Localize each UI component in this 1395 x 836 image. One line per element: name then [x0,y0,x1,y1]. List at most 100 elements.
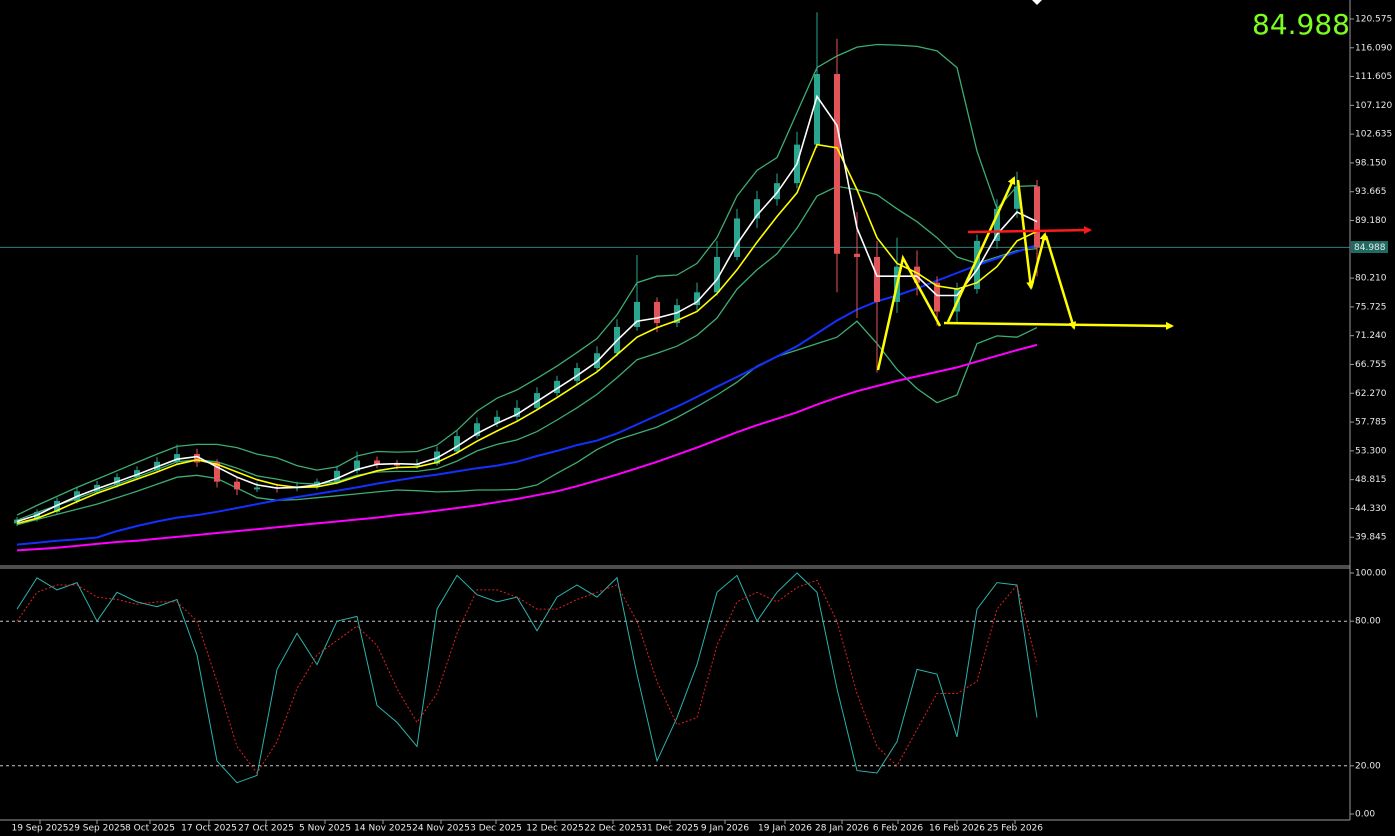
x-tick-label: 19 Jan 2026 [758,824,812,834]
y-tick-label: 89.180 [1355,216,1387,226]
y-tick-label: 48.815 [1355,475,1387,485]
price-tag-label: 84.988 [1354,243,1386,253]
indicator-line [16,320,1038,526]
candle-body [734,218,740,257]
y2-tick-label: 0.00 [1355,810,1375,820]
candle-body [874,256,880,302]
price-big: 84.988 [1252,8,1350,41]
candle-body [374,460,380,465]
indicator-line [16,185,1038,521]
candle-body [494,416,500,424]
annotations [876,176,1174,371]
y-tick-label: 75.725 [1355,302,1387,312]
candle-body [314,481,320,487]
candle-body [994,208,1000,241]
candle-body [154,461,160,471]
candle-body [774,183,780,200]
x-tick-label: 31 Dec 2025 [641,824,699,834]
x-tick-label: 16 Feb 2026 [929,824,985,834]
x-tick-label: 9 Jan 2026 [701,824,749,834]
candle-body [834,74,840,254]
candle-body [54,500,60,512]
y2-tick-label: 80.00 [1355,617,1381,627]
annotation-arrow [1029,232,1048,289]
candle-body [254,487,260,490]
plot-layer [0,12,1350,784]
indicator-line [16,43,1038,516]
y2-tick-label: 20.00 [1355,761,1381,771]
candle-body [694,292,700,306]
y-tick-label: 107.120 [1355,101,1392,111]
candle-body [974,240,980,290]
annotation-arrow [946,176,1016,323]
candle-body [234,481,240,490]
y-tick-label: 111.605 [1355,72,1392,82]
annotation-arrow [967,226,1092,235]
y-tick-label: 62.270 [1355,389,1387,399]
x-tick-label: 5 Nov 2025 [299,824,351,834]
x-tick-label: 8 Oct 2025 [125,824,175,834]
x-tick-label: 14 Nov 2025 [354,824,412,834]
annotation-arrow [1016,179,1035,290]
x-tick-label: 24 Nov 2025 [412,824,470,834]
candle-body [194,454,200,463]
indicator-line [16,343,1038,552]
y-tick-label: 44.330 [1355,504,1387,514]
y-tick-label: 98.150 [1355,158,1387,168]
candle-body [174,454,180,462]
candle-body [634,301,640,327]
candle-body [214,462,220,482]
candle-body [394,464,400,466]
y-tick-label: 71.240 [1355,331,1387,341]
candle-body [934,282,940,312]
y-tick-label: 102.635 [1355,130,1392,140]
x-tick-label: 22 Dec 2025 [584,824,642,834]
candle-body [354,460,360,471]
x-tick-label: 27 Oct 2025 [238,824,294,834]
candle-body [134,470,140,478]
annotation-arrow [943,321,1174,330]
x-tick-label: 3 Dec 2025 [470,824,522,834]
stochastic-line [16,579,1038,774]
indicator-line [16,243,1038,546]
candle-body [454,436,460,452]
x-tick-label: 25 Feb 2026 [987,824,1043,834]
x-tick-label: 29 Sep 2025 [68,824,125,834]
candle-body [914,266,920,283]
y-tick-label: 66.755 [1355,360,1387,370]
candle-body [714,256,720,293]
annotation-arrow [1044,235,1077,330]
y2-tick-label: 100.00 [1355,569,1387,579]
candle-body [554,380,560,394]
moving-average [16,94,1038,523]
stochastic-line [16,572,1038,784]
y-tick-label: 120.575 [1355,14,1392,24]
x-tick-label: 19 Sep 2025 [11,824,68,834]
y-tick-label: 53.300 [1355,446,1387,456]
candle-body [334,470,340,482]
annotation-line [876,254,942,371]
x-tick-label: 6 Feb 2026 [873,824,924,834]
x-tick-label: 28 Jan 2026 [815,824,869,834]
x-tick-label: 12 Dec 2025 [526,824,584,834]
candle-body [754,199,760,219]
price-tag [1351,241,1388,253]
candle-body [1034,186,1040,248]
candle-body [814,74,820,145]
y-tick-label: 93.665 [1355,187,1387,197]
y-tick-label: 57.785 [1355,418,1387,428]
candle-body [1014,186,1020,209]
candle-body [654,301,660,324]
x-tick-label: 17 Oct 2025 [181,824,237,834]
y-tick-label: 116.090 [1355,43,1392,53]
candle-body [514,407,520,417]
y-tick-label: 80.210 [1355,274,1387,284]
y-tick-label: 39.845 [1355,533,1387,543]
moving-average [16,143,1038,525]
candle-body [674,305,680,324]
candle-body [854,253,860,257]
candle-body [474,423,480,437]
